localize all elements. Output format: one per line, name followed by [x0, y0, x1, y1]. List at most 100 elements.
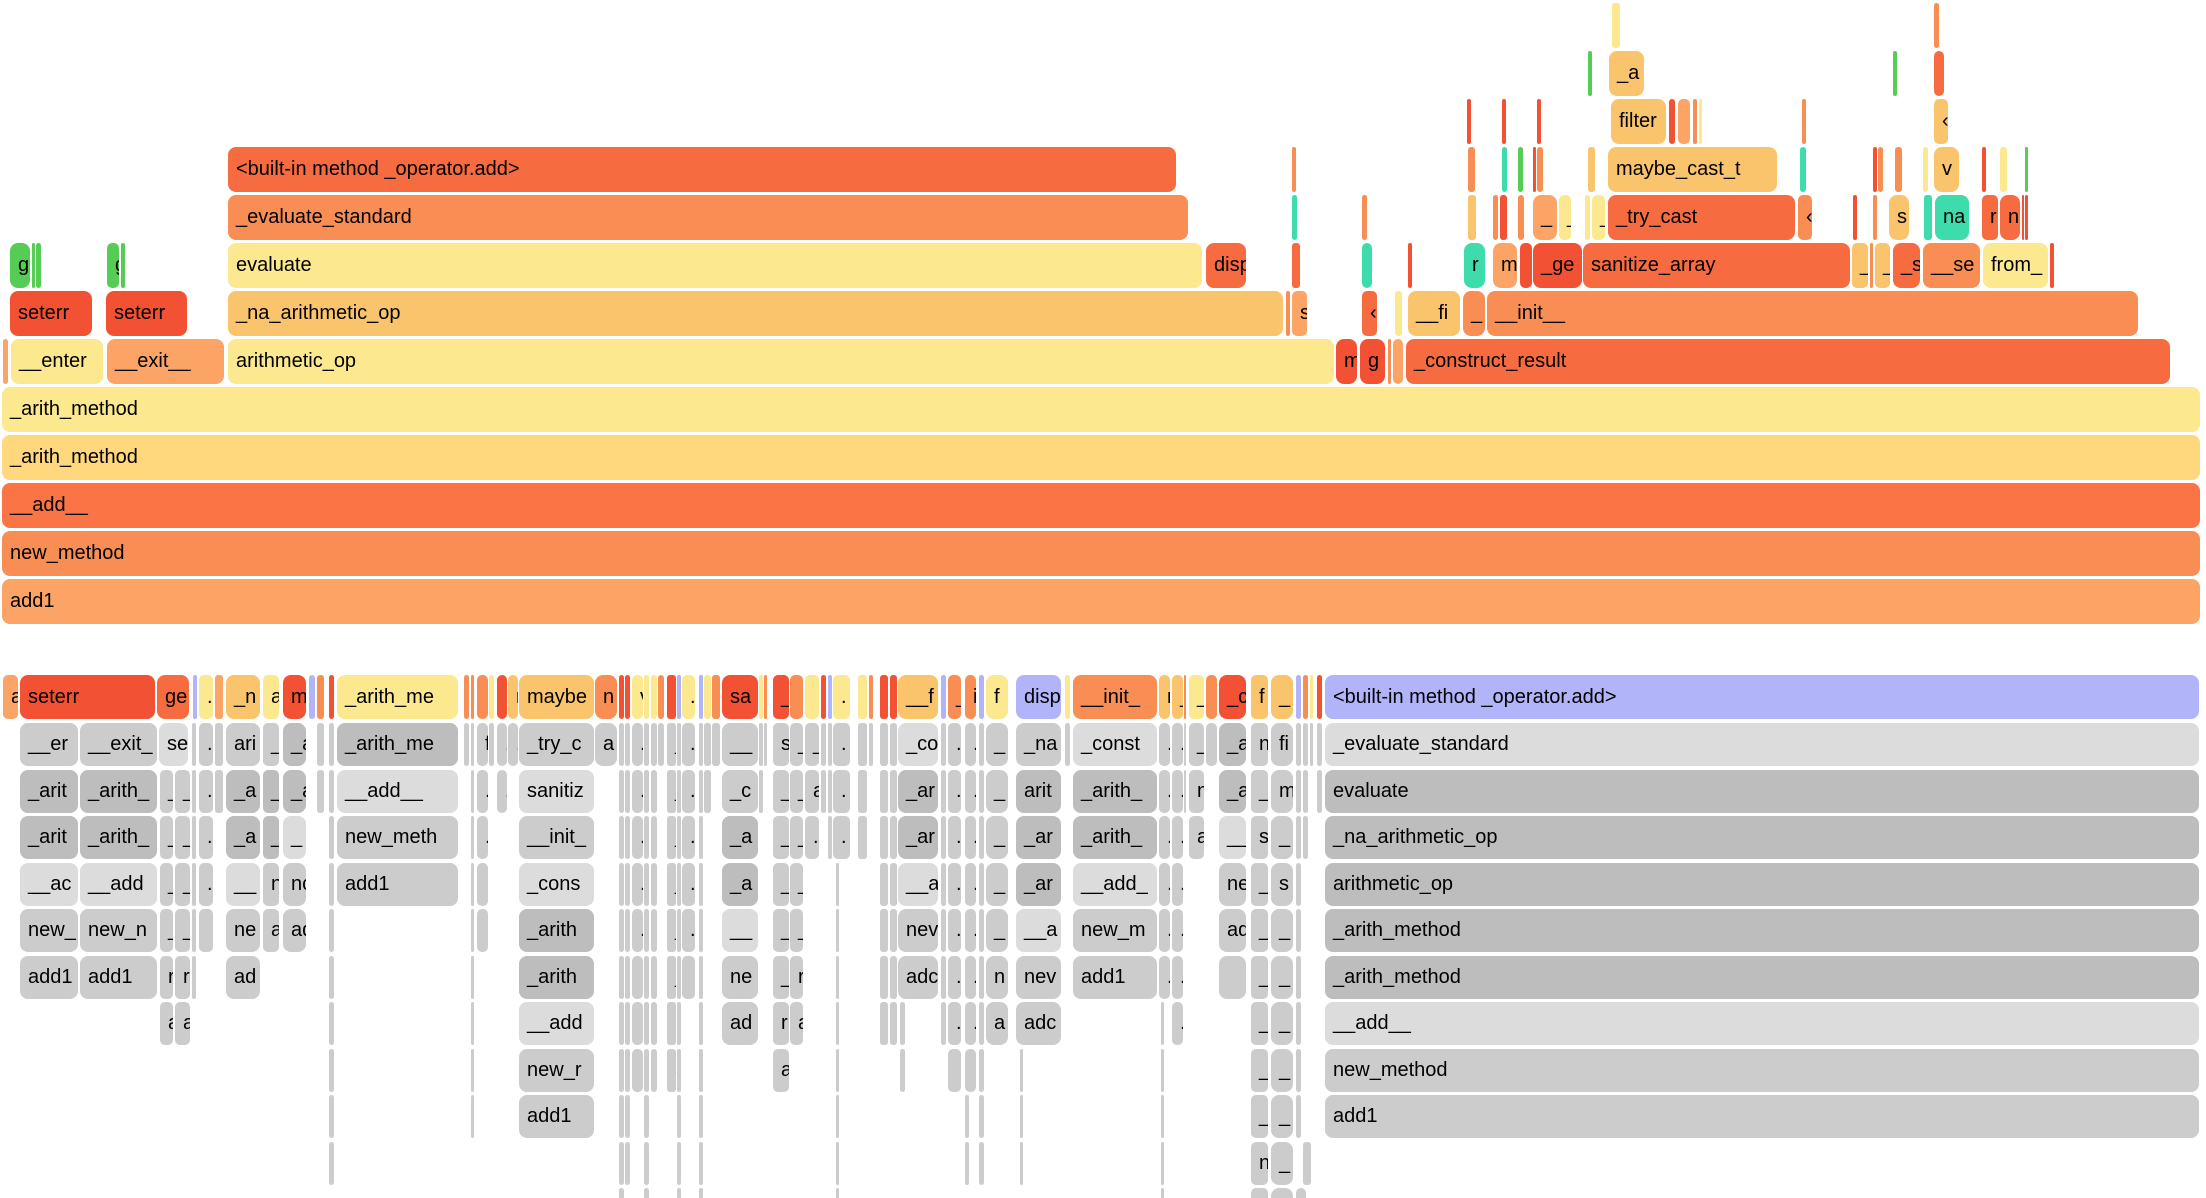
frame-sliver[interactable]: . — [1159, 909, 1170, 952]
frame-v[interactable]: v — [1934, 147, 1959, 192]
frame-a[interactable]: a — [1251, 1188, 1268, 1198]
frame-sliver[interactable] — [1870, 243, 1873, 288]
frame-sliver[interactable] — [644, 909, 649, 952]
frame-_a[interactable]: _a — [1609, 51, 1644, 96]
frame-sliver[interactable]: . — [632, 909, 643, 952]
frame-sliver[interactable] — [1310, 723, 1313, 766]
frame-sliver[interactable] — [1317, 675, 1322, 719]
frame-sliver[interactable] — [677, 816, 681, 859]
frame-sliver[interactable] — [1296, 1002, 1301, 1045]
frame-sliver[interactable] — [619, 862, 624, 906]
frame-sliver[interactable]: . — [880, 862, 888, 906]
frame-sliver[interactable] — [329, 1095, 334, 1138]
frame-sliver[interactable] — [1500, 195, 1507, 240]
frame-sliver[interactable] — [2022, 195, 2024, 240]
frame-sliver[interactable] — [979, 1048, 984, 1092]
frame-sliver[interactable] — [677, 862, 681, 906]
frame-sliver[interactable] — [1296, 723, 1301, 766]
frame-_[interactable]: _ — [790, 769, 803, 813]
frame-sliver[interactable] — [1184, 675, 1186, 719]
frame-sliver[interactable] — [1296, 675, 1301, 719]
frame-sliver[interactable] — [764, 675, 767, 719]
frame-_[interactable]: _ — [773, 955, 789, 999]
frame-sliver[interactable] — [1669, 99, 1675, 144]
frame-sliver[interactable] — [619, 816, 624, 859]
frame-sliver[interactable] — [1296, 955, 1301, 999]
frame-sliver[interactable] — [979, 723, 984, 766]
frame-sliver[interactable] — [625, 769, 630, 813]
frame-sliver[interactable] — [1878, 147, 1883, 192]
frame-add1[interactable]: add1 — [1325, 1095, 2199, 1138]
frame-r[interactable]: r — [773, 1002, 789, 1045]
frame-_[interactable]: _ — [667, 955, 676, 999]
frame-sliver[interactable] — [1537, 99, 1541, 144]
frame-f[interactable]: f — [1251, 675, 1268, 719]
frame-sliver[interactable] — [36, 243, 41, 288]
frame-sliver[interactable] — [1533, 147, 1536, 192]
frame-_[interactable]: _ — [160, 769, 173, 813]
frame-f[interactable]: f — [477, 723, 488, 766]
frame-sliver[interactable] — [625, 1048, 630, 1092]
frame-_[interactable]: _ — [1533, 195, 1557, 240]
frame-ne[interactable]: ne — [722, 955, 758, 999]
frame-sliver[interactable] — [329, 862, 334, 906]
frame-a[interactable]: a — [175, 1002, 190, 1045]
frame-sanitize_array[interactable]: sanitize_array — [1583, 243, 1850, 288]
frame-_try_cast[interactable]: _try_cast — [1608, 195, 1795, 240]
frame-a[interactable]: a — [595, 723, 617, 766]
frame-r[interactable]: r — [1303, 1141, 1311, 1185]
frame-sliver[interactable] — [677, 1141, 681, 1185]
frame-sliver[interactable] — [941, 909, 946, 952]
frame-sliver[interactable]: . — [497, 723, 507, 766]
frame-sliver[interactable]: . — [890, 723, 897, 766]
frame-_ge[interactable]: _ge — [1533, 243, 1582, 288]
frame-sliver[interactable]: . — [682, 862, 695, 906]
frame-sliver[interactable]: . — [477, 816, 488, 859]
frame-sliver[interactable] — [215, 675, 223, 719]
frame-sliver[interactable]: . — [948, 862, 961, 906]
frame-_s[interactable]: _s — [1893, 243, 1920, 288]
frame-n[interactable]: n — [986, 955, 1008, 999]
frame-new_meth[interactable]: new_meth — [337, 816, 458, 859]
frame-sliver[interactable] — [477, 862, 488, 906]
frame-sliver[interactable] — [764, 723, 767, 766]
frame-_[interactable]: _ — [1251, 909, 1268, 952]
frame-e[interactable]: e — [821, 675, 826, 719]
frame-sliver[interactable] — [1520, 243, 1532, 288]
frame-_[interactable]: _ — [175, 909, 190, 952]
frame-sliver[interactable] — [682, 955, 695, 999]
frame-sliver[interactable] — [869, 723, 873, 766]
frame-_co[interactable]: _co — [898, 723, 938, 766]
frame-_a[interactable]: _a — [722, 816, 758, 859]
frame-g[interactable]: g — [1360, 339, 1385, 384]
frame-_arith_me[interactable]: _arith_me — [337, 675, 458, 719]
frame-sliver[interactable] — [1895, 147, 1902, 192]
frame-sliver[interactable] — [836, 955, 839, 999]
frame-sliver[interactable] — [632, 1002, 643, 1045]
frame-sliver[interactable] — [790, 675, 803, 719]
frame-_[interactable]: _ — [773, 675, 789, 719]
frame-_arit[interactable]: _arit — [20, 769, 78, 813]
frame-sliver[interactable]: . — [948, 955, 961, 999]
frame-_[interactable]: _ — [1559, 195, 1571, 240]
frame-_[interactable]: _ — [1296, 1095, 1301, 1138]
frame-ad[interactable]: ad — [226, 955, 260, 999]
frame-sliver[interactable] — [644, 816, 649, 859]
frame-add1[interactable]: add1 — [337, 862, 458, 906]
frame-__f[interactable]: __f — [898, 675, 938, 719]
frame-sliver[interactable] — [1873, 147, 1877, 192]
frame-evaluate[interactable]: evaluate — [1325, 769, 2199, 813]
frame-_[interactable]: _ — [1271, 909, 1293, 952]
frame-sliver[interactable]: . — [508, 723, 518, 766]
frame-sliver[interactable] — [677, 723, 681, 766]
frame-sliver[interactable] — [644, 1188, 649, 1198]
frame-sliver[interactable] — [1923, 147, 1928, 192]
frame-sliver[interactable] — [121, 243, 125, 288]
frame-new_method[interactable]: new_method — [2, 531, 2200, 576]
frame-_[interactable]: _ — [790, 723, 803, 766]
frame-sliver[interactable] — [836, 1048, 839, 1092]
frame-sliver[interactable] — [941, 769, 946, 813]
frame-_[interactable]: _ — [175, 769, 190, 813]
frame-a[interactable]: a — [317, 769, 324, 813]
frame-sliver[interactable]: . — [858, 675, 867, 719]
